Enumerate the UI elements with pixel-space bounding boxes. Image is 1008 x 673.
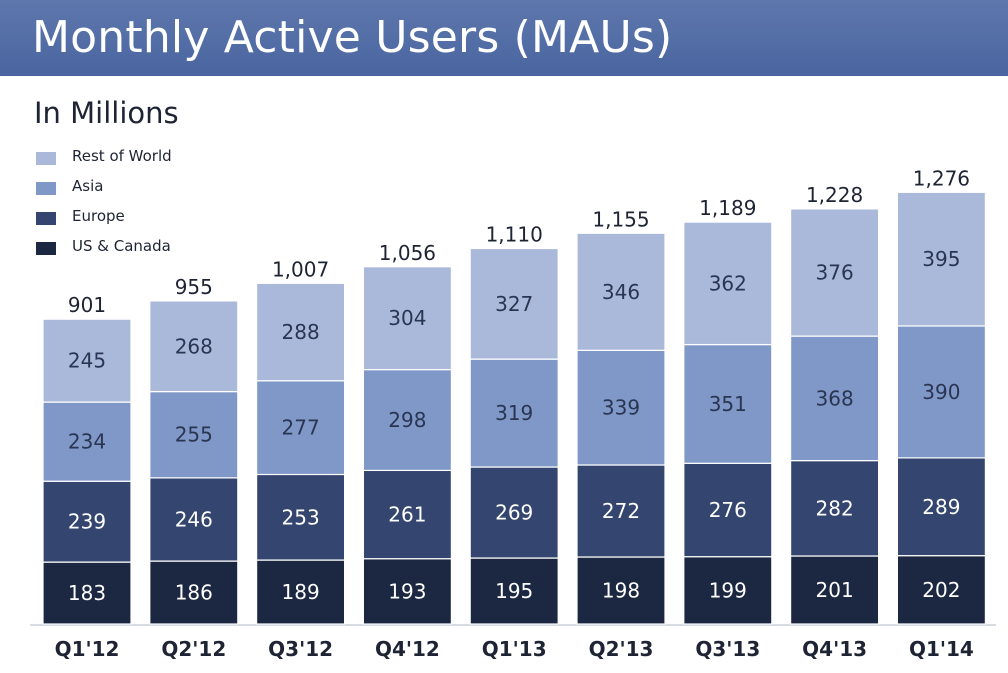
- total-label: 1,110: [486, 222, 543, 246]
- data-label: 198: [602, 579, 640, 603]
- bar-segment: [256, 559, 346, 625]
- bar-segment: [149, 300, 239, 393]
- data-label: 269: [495, 501, 533, 525]
- data-label: 246: [175, 507, 213, 531]
- data-label: 362: [709, 271, 747, 295]
- bar-segment: [469, 247, 559, 360]
- total-label: 901: [68, 293, 106, 317]
- x-tick-label: Q1'14: [909, 637, 974, 661]
- data-label: 245: [68, 349, 106, 373]
- x-tick-label: Q3'12: [268, 637, 333, 661]
- bar-segment: [896, 555, 987, 625]
- data-label: 253: [282, 505, 320, 529]
- data-label: 268: [175, 334, 213, 358]
- data-label: 288: [282, 320, 320, 344]
- data-label: 395: [922, 247, 960, 271]
- data-label: 189: [282, 580, 320, 604]
- total-label: 1,228: [806, 183, 863, 207]
- data-label: 234: [68, 430, 106, 454]
- data-label: 390: [922, 380, 960, 404]
- bar-segment: [149, 477, 239, 562]
- data-label: 261: [388, 503, 426, 527]
- legend-swatch-asia: [36, 182, 56, 195]
- data-label: 183: [68, 581, 106, 605]
- legend-label-us-canada: US & Canada: [72, 237, 171, 255]
- bar-segment: [789, 460, 880, 557]
- bar-segment: [42, 561, 132, 625]
- data-label: 186: [175, 581, 213, 605]
- bar-segment: [42, 480, 132, 563]
- data-label: 202: [922, 578, 960, 602]
- data-label: 327: [495, 292, 533, 316]
- x-tick-label: Q1'12: [55, 637, 120, 661]
- bar-segment: [469, 358, 559, 468]
- data-label: 289: [922, 495, 960, 519]
- data-label: 339: [602, 396, 640, 420]
- data-label: 239: [68, 510, 106, 534]
- x-tick-label: Q3'13: [695, 637, 760, 661]
- bar-segment: [576, 232, 666, 351]
- data-label: 195: [495, 579, 533, 603]
- legend-label-rest-of-world: Rest of World: [72, 147, 172, 165]
- data-label: 376: [816, 261, 854, 285]
- x-tick-label: Q2'13: [589, 637, 654, 661]
- total-label: 1,007: [272, 257, 329, 281]
- bar-segment: [683, 221, 773, 346]
- bar-segment: [789, 208, 880, 337]
- title-bar: Monthly Active Users (MAUs): [0, 0, 1008, 76]
- chart-subtitle: In Millions: [34, 96, 179, 130]
- legend-swatch-europe: [36, 212, 56, 225]
- total-label: 1,155: [592, 207, 649, 231]
- bar-segment: [576, 464, 666, 558]
- data-label: 201: [816, 578, 854, 602]
- data-label: 199: [709, 578, 747, 602]
- bar-segment: [683, 556, 773, 625]
- data-label: 298: [388, 408, 426, 432]
- data-label: 319: [495, 401, 533, 425]
- data-label: 272: [602, 499, 640, 523]
- bar-segment: [42, 401, 132, 482]
- data-label: 346: [602, 280, 640, 304]
- bar-segment: [896, 457, 987, 557]
- total-label: 1,189: [699, 196, 756, 220]
- data-label: 276: [709, 498, 747, 522]
- legend-swatch-rest-of-world: [36, 152, 56, 165]
- bar-segment: [896, 325, 987, 459]
- bar-segment: [789, 335, 880, 462]
- data-label: 277: [282, 416, 320, 440]
- x-tick-label: Q1'13: [482, 637, 547, 661]
- data-label: 351: [709, 392, 747, 416]
- data-label: 304: [388, 306, 426, 330]
- x-tick-label: Q4'12: [375, 637, 440, 661]
- legend-label-europe: Europe: [72, 207, 125, 225]
- data-label: 282: [816, 496, 854, 520]
- bar-segment: [896, 191, 987, 327]
- bar-segment: [362, 368, 452, 472]
- bar-segment: [683, 343, 773, 464]
- bar-segment: [149, 560, 239, 625]
- bar-segment: [149, 390, 239, 479]
- bar-segment: [256, 282, 346, 382]
- bar-segment: [256, 380, 346, 476]
- legend-label-asia: Asia: [72, 177, 104, 195]
- total-label: 1,276: [913, 166, 970, 190]
- data-label: 255: [175, 423, 213, 447]
- data-label: 368: [816, 386, 854, 410]
- bar-segment: [576, 556, 666, 625]
- legend-swatch-us-canada: [36, 242, 56, 255]
- x-tick-label: Q2'12: [161, 637, 226, 661]
- bar-segment: [256, 473, 346, 561]
- bar-segment: [42, 318, 132, 403]
- total-label: 955: [175, 275, 213, 299]
- bar-segment: [469, 557, 559, 625]
- total-label: 1,056: [379, 241, 436, 265]
- bar-segment: [683, 462, 773, 558]
- bar-segment: [469, 466, 559, 559]
- bar-segment: [362, 558, 452, 625]
- x-tick-label: Q4'13: [802, 637, 867, 661]
- data-label: 193: [388, 579, 426, 603]
- page-title: Monthly Active Users (MAUs): [32, 12, 673, 63]
- bar-segment: [362, 266, 452, 371]
